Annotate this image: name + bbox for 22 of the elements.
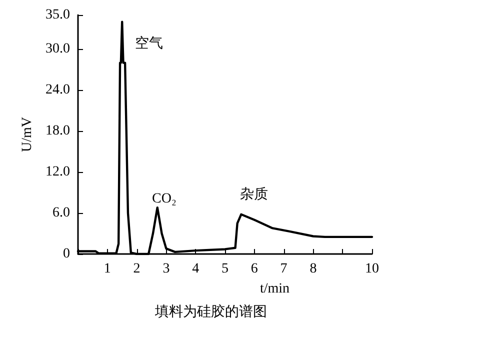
text: 填料为硅胶的谱图 xyxy=(154,304,267,320)
y-tick-label: 6.0 xyxy=(52,206,70,221)
y-tick-label: 0 xyxy=(63,246,70,262)
annotation: 杂质 xyxy=(240,186,268,202)
y-tick-label: 24.0 xyxy=(46,82,70,98)
x-tick-label: 1 xyxy=(104,262,111,276)
y-tick-label: 35.0 xyxy=(46,8,70,22)
y-axis-title: U/mV xyxy=(20,117,36,152)
x-tick-label: 2 xyxy=(133,262,140,276)
y-tick-label: 18.0 xyxy=(46,124,70,139)
annotation: CO₂ xyxy=(152,192,176,206)
x-tick-label: 5 xyxy=(222,262,228,276)
y-tick-label: 12.0 xyxy=(46,164,70,180)
x-tick-label: 8 xyxy=(310,262,317,276)
x-tick-label: 10 xyxy=(365,262,379,276)
x-tick-label: 6 xyxy=(250,262,258,276)
y-tick-label: 30.0 xyxy=(46,42,70,57)
x-tick-label: 7 xyxy=(280,262,288,276)
annotation: 空气 xyxy=(135,36,163,52)
x-tick-label: 3 xyxy=(162,262,170,276)
x-tick-label: 4 xyxy=(192,262,200,276)
x-axis-title: t/min xyxy=(260,282,290,296)
